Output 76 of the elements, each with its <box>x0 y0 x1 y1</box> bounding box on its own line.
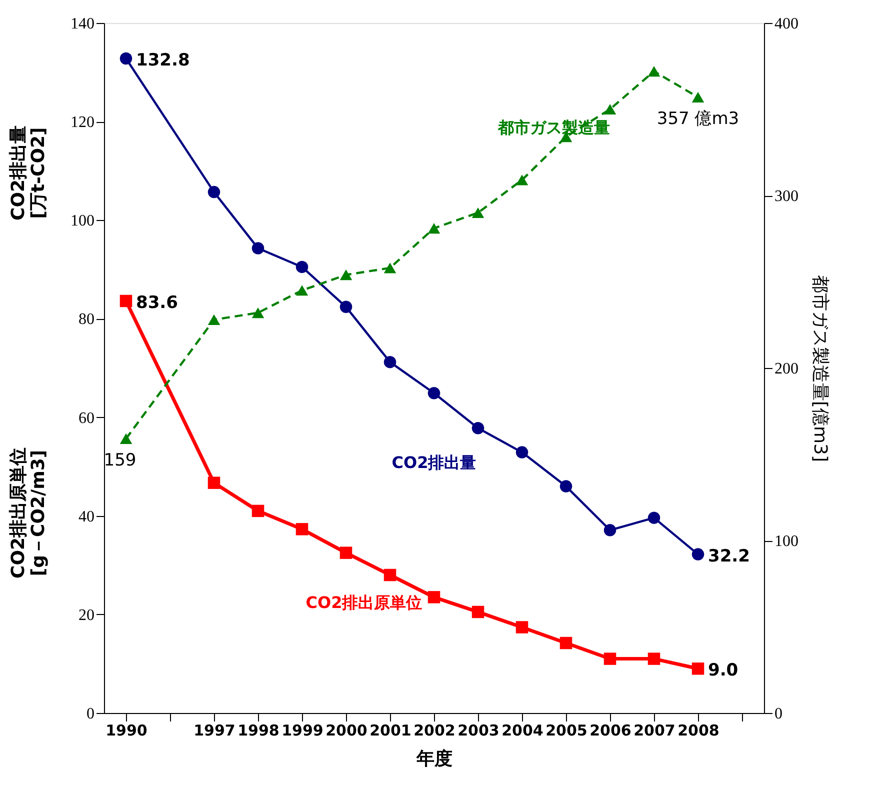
x-tick-label: 2002 <box>414 722 456 740</box>
point <box>296 260 308 274</box>
point <box>384 262 396 274</box>
y2-tick-label: 300 <box>774 188 798 205</box>
x-tick-label: 2007 <box>634 722 676 740</box>
x-tick-label: 2003 <box>458 722 500 740</box>
series-label: CO2排出原単位 <box>306 593 422 612</box>
y-tick-label: 0 <box>86 706 94 722</box>
point <box>472 207 484 218</box>
data-label: 9.0 <box>708 660 738 681</box>
point <box>692 662 704 675</box>
point <box>604 524 616 536</box>
point <box>340 270 352 280</box>
y-tick-label: 60 <box>78 410 94 427</box>
point <box>516 174 528 186</box>
x-tick-label: 1997 <box>194 722 236 740</box>
data-label: 132.8 <box>136 50 190 70</box>
data-label: 159 <box>104 450 136 471</box>
text: CO2排出原単位 [g－CO2/m3] <box>8 447 49 579</box>
point <box>648 652 660 665</box>
point <box>560 480 572 492</box>
point <box>384 356 396 368</box>
y2-tick-label: 200 <box>774 360 798 378</box>
point <box>384 568 396 582</box>
y-tick-label: 40 <box>78 508 94 526</box>
point <box>428 222 440 234</box>
point <box>472 606 484 618</box>
point <box>604 104 616 115</box>
y-tick-label: 20 <box>78 606 94 624</box>
x-tick-label: 2008 <box>678 722 720 740</box>
y-tick-label: 100 <box>70 212 94 230</box>
point <box>252 307 264 318</box>
y2-tick-label: 100 <box>774 533 798 550</box>
x-tick-label: 2004 <box>502 722 544 740</box>
data-label: 83.6 <box>136 292 178 313</box>
point <box>340 546 352 559</box>
point <box>120 52 132 65</box>
x-tick-label: 1999 <box>282 722 324 740</box>
point <box>340 300 352 313</box>
y2-axis-title: 都市ガス製造量[億m3] <box>810 274 830 462</box>
point <box>428 387 440 400</box>
point <box>120 294 132 308</box>
data-label: 357 億m3 <box>656 109 740 130</box>
point <box>692 92 704 102</box>
y2-tick-label: 0 <box>774 706 782 722</box>
x-tick-label: 2005 <box>546 722 588 740</box>
point <box>252 504 264 518</box>
x-tick-label: 1990 <box>106 722 148 740</box>
point <box>208 314 220 326</box>
y-tick-label: 120 <box>70 114 94 132</box>
y-tick-label: 140 <box>70 16 94 32</box>
point <box>120 433 132 444</box>
point <box>428 591 440 604</box>
x-axis-title: 年度 <box>416 748 452 770</box>
point <box>648 66 660 77</box>
point <box>692 548 704 560</box>
point <box>516 621 528 634</box>
point <box>208 476 220 489</box>
point <box>252 242 264 254</box>
data-label: 32.2 <box>708 546 750 566</box>
point <box>560 636 572 650</box>
point <box>296 523 308 536</box>
point <box>296 285 308 296</box>
x-tick-label: 1998 <box>238 722 280 740</box>
series-label: CO2排出量 <box>392 453 476 472</box>
y-axis-title: CO2排出量 [万t-CO2] <box>8 125 49 221</box>
point <box>472 422 484 434</box>
x-tick-label: 2000 <box>326 722 368 740</box>
x-tick-label: 2001 <box>370 722 412 740</box>
point <box>604 652 616 665</box>
x-tick-label: 2006 <box>590 722 632 740</box>
point <box>648 512 660 524</box>
point <box>208 186 220 198</box>
y2-tick-label: 400 <box>774 16 798 32</box>
y-tick-label: 80 <box>78 311 94 328</box>
point <box>516 446 528 458</box>
